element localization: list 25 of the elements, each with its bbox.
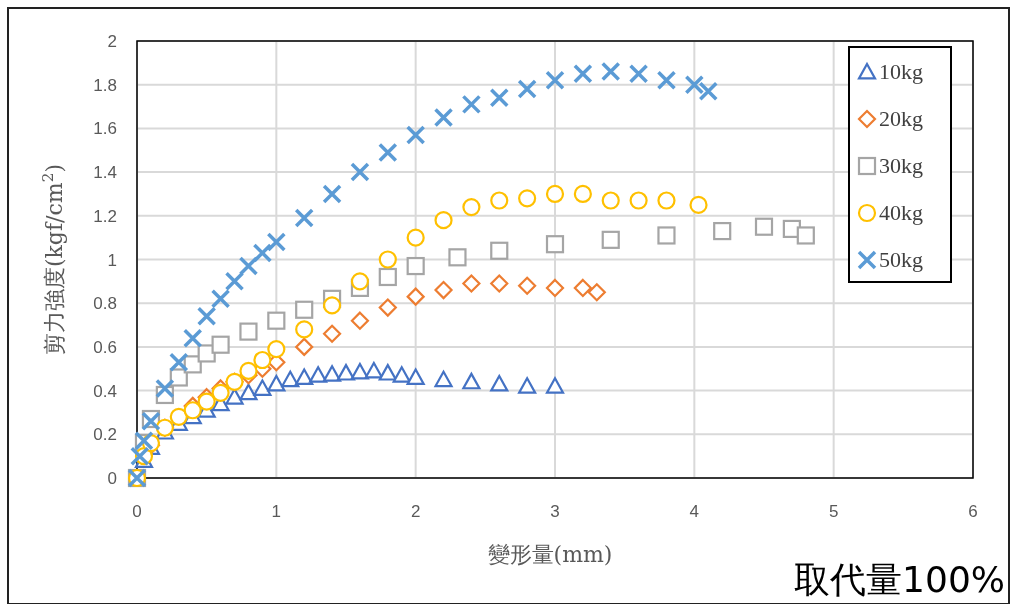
text: 取代量100% <box>794 559 1005 600</box>
y-tick-label: 1 <box>107 250 117 270</box>
x-tick-label: 5 <box>828 502 839 521</box>
x-axis-title: 變形量(mm) <box>487 542 613 567</box>
y-tick-label: 1.4 <box>93 163 117 183</box>
y-tick-label: 0.8 <box>93 294 117 314</box>
y-tick-label: 0.4 <box>93 381 117 401</box>
y-tick-label: 1.6 <box>93 119 117 139</box>
x-tick-label: 1 <box>271 502 282 521</box>
y-tick-label: 1.2 <box>93 206 117 226</box>
y-tick-label: 2 <box>107 32 117 51</box>
legend-label: 40kg <box>879 200 923 225</box>
x-tick-label: 3 <box>550 502 560 521</box>
y-tick-label: 0.6 <box>93 337 117 357</box>
legend-label: 50kg <box>879 247 923 272</box>
legend-label: 10kg <box>879 59 923 84</box>
legend-label: 20kg <box>879 106 923 131</box>
legend-label: 30kg <box>879 153 923 178</box>
x-tick-label: 4 <box>689 502 700 521</box>
y-tick-label: 0.2 <box>93 425 117 445</box>
y-tick-label: 0 <box>107 469 117 488</box>
x-tick-label: 2 <box>410 502 421 521</box>
x-tick-label: 0 <box>132 502 142 521</box>
x-tick-label: 6 <box>968 502 978 521</box>
y-tick-label: 1.8 <box>93 75 117 95</box>
